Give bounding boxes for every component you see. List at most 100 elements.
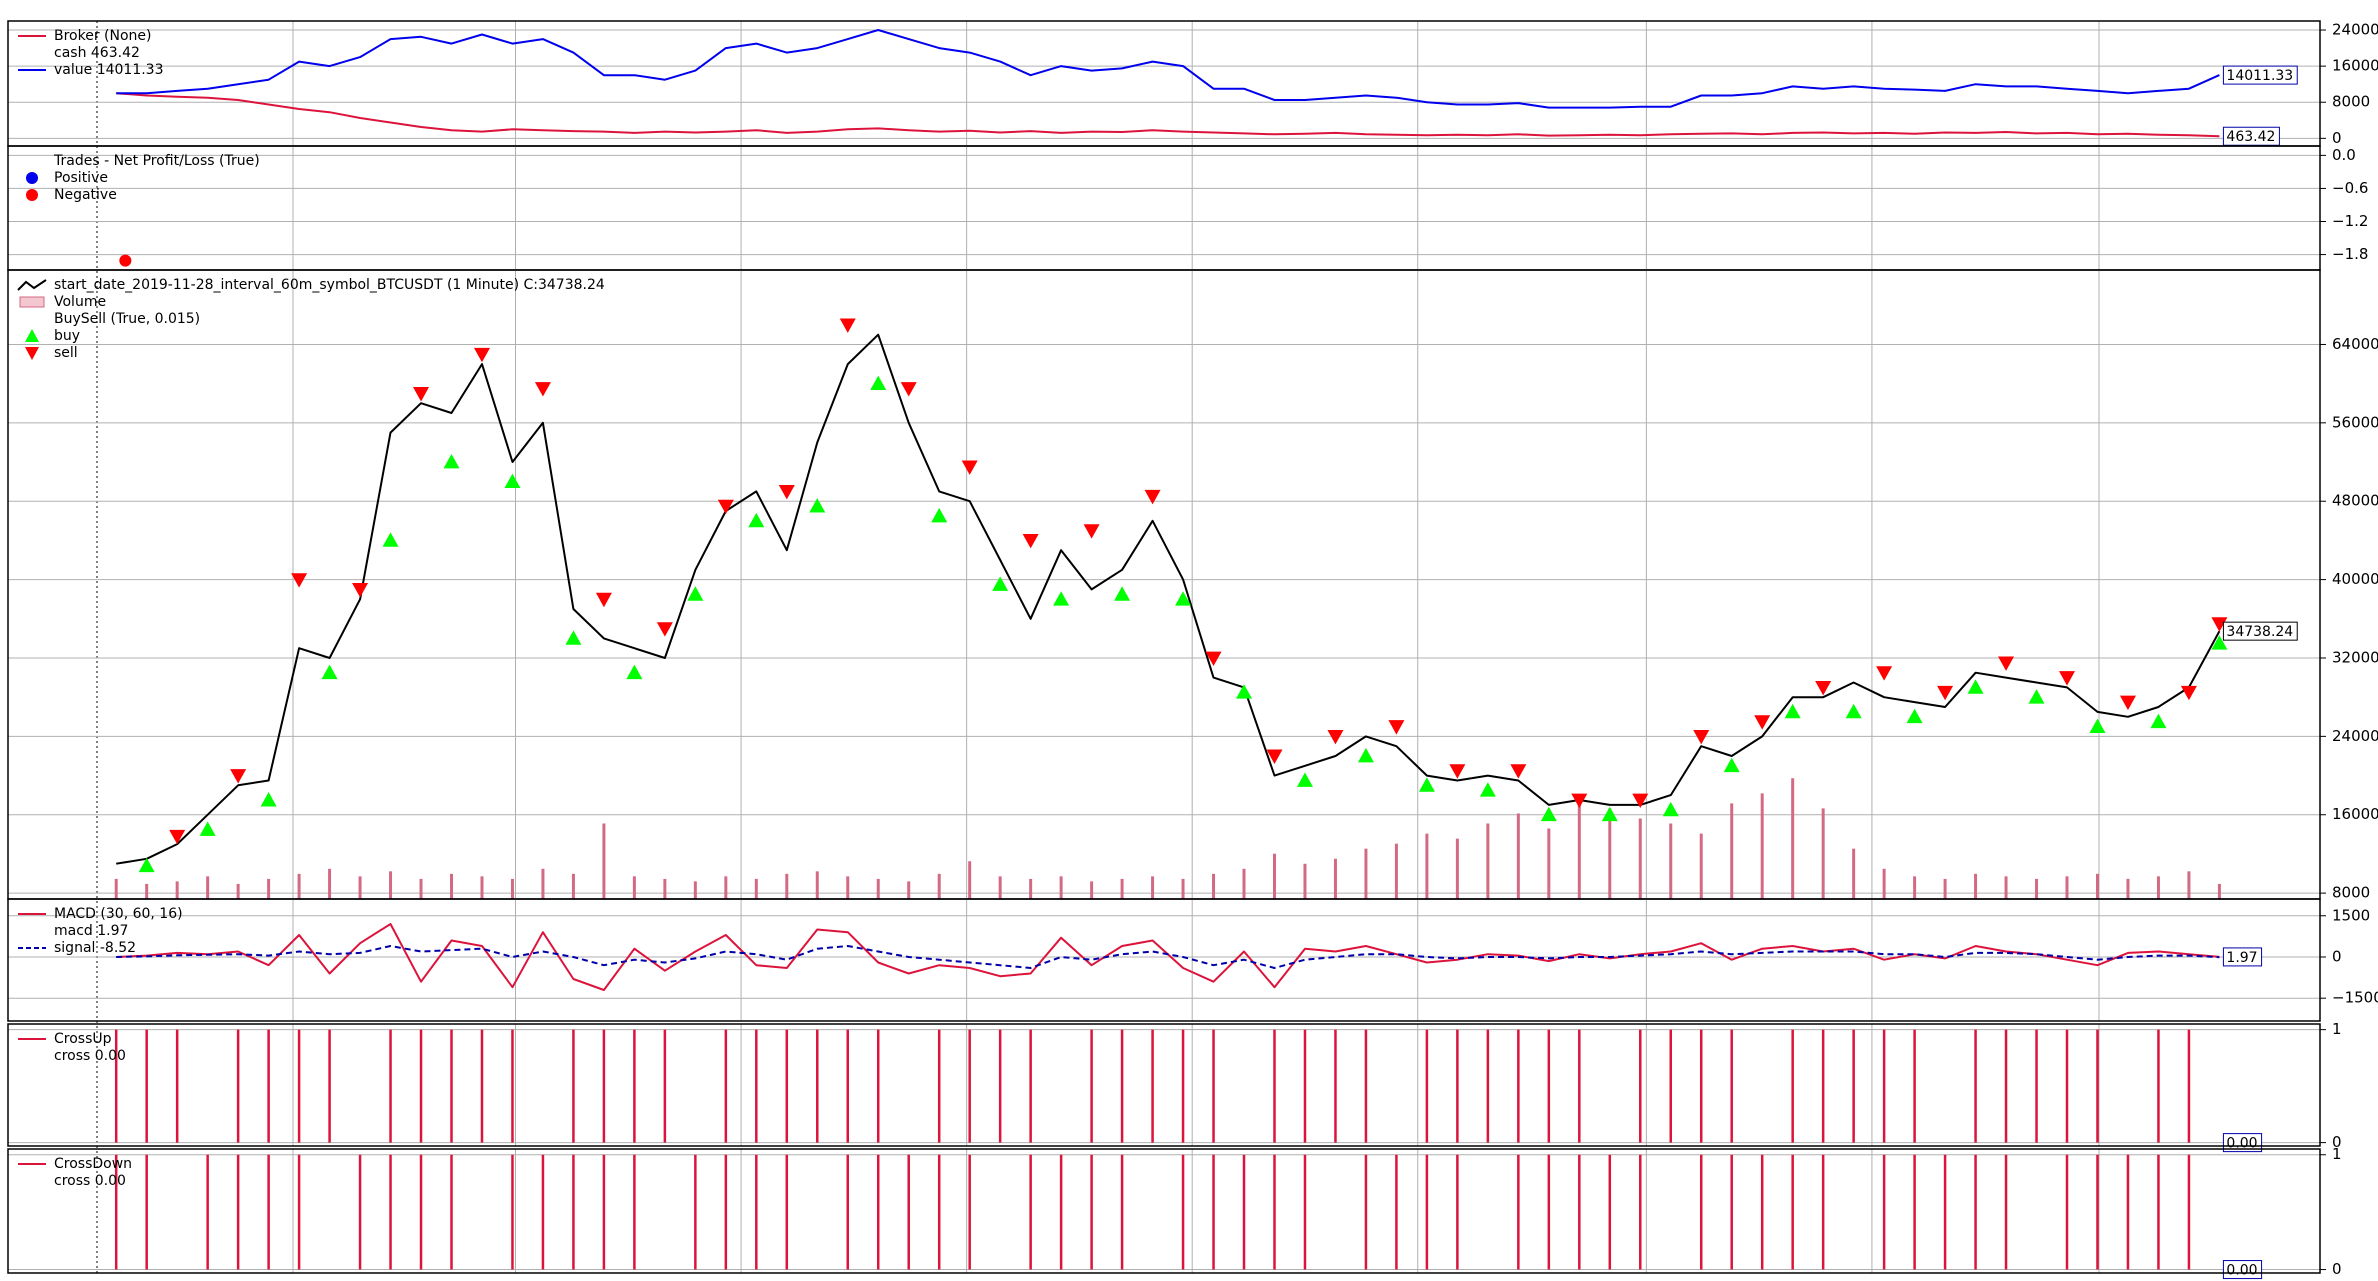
marker: [260, 792, 277, 807]
legend-icon: [26, 172, 38, 184]
marker: [2028, 689, 2045, 704]
y-tick-label: 64000: [2332, 335, 2378, 353]
y-tick-label: 40000: [2332, 570, 2378, 588]
value-tag-box: [2222, 65, 2298, 85]
marker: [1296, 772, 1313, 787]
marker: [1175, 591, 1192, 606]
marker: [687, 586, 704, 601]
legend-icon: [25, 329, 39, 342]
legend-label: signal -8.52: [54, 940, 136, 956]
marker: [809, 498, 826, 513]
marker: [2119, 695, 2136, 711]
marker: [1144, 489, 1161, 505]
legend-label: buy: [54, 328, 80, 344]
value-tag: 0.00: [2226, 1136, 2257, 1152]
marker: [321, 664, 338, 680]
legend-label: cross 0.00: [54, 1173, 126, 1189]
panel: 0 8000 16000 24000 463.42 14011.33 Broker (Non…: [7, 20, 2378, 147]
marker: [1876, 666, 1893, 681]
legend-label: value 14011.33: [54, 62, 164, 78]
marker: [1510, 764, 1527, 779]
y-tick-label: 16000: [2332, 57, 2378, 75]
marker: [1937, 685, 1954, 701]
marker: [1845, 703, 1862, 719]
line: [116, 333, 2221, 865]
legend-icon: [17, 279, 47, 291]
legend-label: cross 0.00: [54, 1048, 126, 1064]
y-tick-label: 32000: [2332, 648, 2378, 666]
marker: [1723, 757, 1740, 773]
value-tag: 14011.33: [2226, 68, 2293, 84]
marker: [778, 485, 795, 500]
y-tick-label: 1500: [2332, 906, 2370, 924]
marker: [1083, 524, 1100, 539]
legend-title: Trades - Net Profit/Loss (True): [53, 153, 260, 169]
marker: [1998, 656, 2015, 671]
marker: [1662, 801, 1679, 817]
marker: [1449, 764, 1466, 779]
y-tick-label: 0: [2332, 1260, 2342, 1278]
y-tick-label: −1.2: [2332, 212, 2368, 230]
y-tick-label: 0: [2332, 1133, 2342, 1151]
y-tick-label: 0: [2332, 129, 2342, 147]
panel-border: [7, 1148, 2321, 1274]
legend-label: start_date_2019-11-28_interval_60m_symbo…: [54, 277, 605, 293]
panel-border: [7, 1023, 2321, 1147]
marker: [1693, 729, 1710, 745]
marker: [1784, 703, 1801, 719]
legend-title: BuySell (True, 0.015): [54, 311, 200, 327]
marker: [1388, 720, 1405, 735]
value-tag-box: [2222, 1260, 2263, 1280]
legend-title: MACD (30, 60, 16): [54, 906, 183, 922]
legend-label: Negative: [54, 187, 117, 203]
marker: [230, 769, 247, 784]
marker: [473, 347, 490, 363]
marker: [1632, 793, 1649, 809]
y-tick-label: 8000: [2332, 884, 2370, 902]
value-tag: 34738.24: [2226, 624, 2293, 640]
y-tick-label: 8000: [2332, 93, 2370, 111]
marker: [1967, 679, 1984, 694]
marker: [2089, 718, 2106, 733]
marker: [961, 460, 978, 475]
marker: [291, 573, 308, 588]
y-tick-label: 0: [2332, 947, 2342, 965]
marker: [595, 592, 612, 608]
marker: [504, 473, 521, 489]
marker: [1327, 729, 1344, 745]
legend-label: macd 1.97: [54, 923, 128, 939]
value-tag: 463.42: [2226, 129, 2275, 145]
marker: [413, 387, 430, 402]
marker: [1053, 591, 1070, 606]
value-tag-box: [2222, 621, 2298, 641]
legend-icon: [19, 296, 45, 308]
y-tick-label: 48000: [2332, 492, 2378, 510]
y-tick-label: −1.8: [2332, 245, 2368, 263]
marker: [534, 382, 551, 397]
marker: [1601, 806, 1618, 822]
y-tick-label: 16000: [2332, 805, 2378, 823]
marker: [565, 630, 582, 645]
marker: [870, 375, 887, 391]
panel: 8000 16000 24000 32000 40000 48000 56000 64000 3…: [7, 269, 2378, 902]
marker: [2180, 685, 2197, 701]
panel: 1500 0 −1500 1.97 MACD (30, 60, 16)macd 1.97…: [7, 898, 2378, 1022]
marker: [1357, 747, 1374, 763]
legend-title: Broker (None): [54, 28, 152, 44]
y-tick-label: 1: [2332, 1145, 2342, 1163]
marker: [2150, 713, 2167, 729]
legend-title: CrossUp: [54, 1031, 112, 1047]
marker: [199, 821, 216, 836]
point: [119, 254, 132, 267]
marker: [626, 664, 643, 680]
legend-icon: [25, 347, 39, 360]
legend-label: sell: [54, 345, 78, 361]
legend-icon: [26, 189, 38, 201]
legend-label: cash 463.42: [54, 45, 140, 61]
marker: [1906, 708, 1923, 724]
y-tick-label: −0.6: [2332, 179, 2368, 197]
marker: [1754, 715, 1771, 730]
